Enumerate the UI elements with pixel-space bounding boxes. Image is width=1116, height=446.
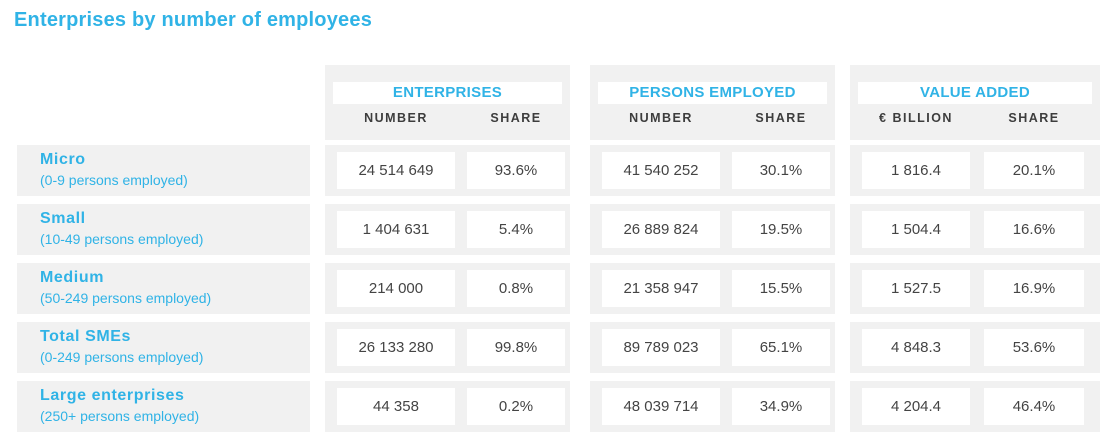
value-added-cell: 4 204.4 46.4% bbox=[850, 381, 1100, 432]
enterprises-number-value: 24 514 649 bbox=[337, 152, 455, 189]
value-added-share-value: 53.6% bbox=[984, 329, 1084, 366]
enterprises-number-value: 214 000 bbox=[337, 270, 455, 307]
persons-employed-share-value: 15.5% bbox=[732, 270, 830, 307]
row-label: Total SMEs bbox=[40, 328, 132, 345]
column-headers-persons-employed: NUMBER SHARE bbox=[590, 111, 835, 125]
table-row: Medium (50-249 persons employed) 214 000… bbox=[0, 263, 1116, 314]
page-title: Enterprises by number of employees bbox=[14, 9, 373, 31]
value-added-cell: 1 816.4 20.1% bbox=[850, 145, 1100, 196]
value-added-cell: 1 504.4 16.6% bbox=[850, 204, 1100, 255]
persons-employed-number-value: 26 889 824 bbox=[602, 211, 720, 248]
enterprises-share-value: 99.8% bbox=[467, 329, 565, 366]
enterprises-cell: 214 000 0.8% bbox=[325, 263, 570, 314]
row-label: Small bbox=[40, 210, 86, 227]
persons-employed-cell: 26 889 824 19.5% bbox=[590, 204, 835, 255]
enterprises-share-value: 5.4% bbox=[467, 211, 565, 248]
row-label-cell: Total SMEs (0-249 persons employed) bbox=[17, 322, 310, 373]
enterprises-cell: 44 358 0.2% bbox=[325, 381, 570, 432]
enterprises-number-value: 26 133 280 bbox=[337, 329, 455, 366]
row-label: Large enterprises bbox=[40, 387, 185, 404]
value-added-share-value: 16.9% bbox=[984, 270, 1084, 307]
enterprises-share-value: 0.8% bbox=[467, 270, 565, 307]
row-label-cell: Large enterprises (250+ persons employed… bbox=[17, 381, 310, 432]
row-sublabel: (50-249 persons employed) bbox=[40, 290, 212, 306]
value-added-billion-value: 1 527.5 bbox=[862, 270, 970, 307]
column-header-number: NUMBER bbox=[364, 111, 428, 125]
value-added-billion-value: 4 848.3 bbox=[862, 329, 970, 366]
value-added-billion-value: 1 504.4 bbox=[862, 211, 970, 248]
table-row: Small (10-49 persons employed) 1 404 631… bbox=[0, 204, 1116, 255]
table-row: Large enterprises (250+ persons employed… bbox=[0, 381, 1116, 432]
row-label: Micro bbox=[40, 151, 86, 168]
enterprises-cell: 26 133 280 99.8% bbox=[325, 322, 570, 373]
persons-employed-cell: 21 358 947 15.5% bbox=[590, 263, 835, 314]
persons-employed-number-value: 41 540 252 bbox=[602, 152, 720, 189]
group-title-value-added: VALUE ADDED bbox=[858, 82, 1092, 104]
persons-employed-number-value: 48 039 714 bbox=[602, 388, 720, 425]
column-header-eur-billion: € BILLION bbox=[879, 111, 953, 125]
group-header-value-added: VALUE ADDED € BILLION SHARE bbox=[850, 65, 1100, 140]
enterprises-number-value: 1 404 631 bbox=[337, 211, 455, 248]
value-added-share-value: 16.6% bbox=[984, 211, 1084, 248]
table-body: Micro (0-9 persons employed) 24 514 649 … bbox=[0, 145, 1116, 432]
column-headers-value-added: € BILLION SHARE bbox=[850, 111, 1100, 125]
column-header-share: SHARE bbox=[1008, 111, 1060, 125]
row-label-cell: Small (10-49 persons employed) bbox=[17, 204, 310, 255]
persons-employed-number-value: 21 358 947 bbox=[602, 270, 720, 307]
persons-employed-cell: 41 540 252 30.1% bbox=[590, 145, 835, 196]
row-label-cell: Micro (0-9 persons employed) bbox=[17, 145, 310, 196]
label-column-spacer bbox=[17, 65, 310, 140]
persons-employed-share-value: 65.1% bbox=[732, 329, 830, 366]
value-added-cell: 1 527.5 16.9% bbox=[850, 263, 1100, 314]
persons-employed-share-value: 30.1% bbox=[732, 152, 830, 189]
persons-employed-cell: 89 789 023 65.1% bbox=[590, 322, 835, 373]
row-sublabel: (0-249 persons employed) bbox=[40, 349, 204, 365]
row-sublabel: (250+ persons employed) bbox=[40, 408, 200, 424]
column-header-share: SHARE bbox=[490, 111, 542, 125]
persons-employed-share-value: 34.9% bbox=[732, 388, 830, 425]
value-added-cell: 4 848.3 53.6% bbox=[850, 322, 1100, 373]
enterprises-number-value: 44 358 bbox=[337, 388, 455, 425]
group-title-persons-employed: PERSONS EMPLOYED bbox=[598, 82, 827, 104]
table-row: Total SMEs (0-249 persons employed) 26 1… bbox=[0, 322, 1116, 373]
persons-employed-share-value: 19.5% bbox=[732, 211, 830, 248]
row-sublabel: (10-49 persons employed) bbox=[40, 231, 204, 247]
persons-employed-cell: 48 039 714 34.9% bbox=[590, 381, 835, 432]
enterprises-share-value: 0.2% bbox=[467, 388, 565, 425]
enterprises-share-value: 93.6% bbox=[467, 152, 565, 189]
column-headers-enterprises: NUMBER SHARE bbox=[325, 111, 570, 125]
table-row: Micro (0-9 persons employed) 24 514 649 … bbox=[0, 145, 1116, 196]
row-sublabel: (0-9 persons employed) bbox=[40, 172, 188, 188]
group-header-enterprises: ENTERPRISES NUMBER SHARE bbox=[325, 65, 570, 140]
value-added-billion-value: 1 816.4 bbox=[862, 152, 970, 189]
column-header-number: NUMBER bbox=[629, 111, 693, 125]
persons-employed-number-value: 89 789 023 bbox=[602, 329, 720, 366]
value-added-share-value: 46.4% bbox=[984, 388, 1084, 425]
row-label: Medium bbox=[40, 269, 105, 286]
enterprises-cell: 24 514 649 93.6% bbox=[325, 145, 570, 196]
value-added-billion-value: 4 204.4 bbox=[862, 388, 970, 425]
column-header-share: SHARE bbox=[755, 111, 807, 125]
value-added-share-value: 20.1% bbox=[984, 152, 1084, 189]
group-header-persons-employed: PERSONS EMPLOYED NUMBER SHARE bbox=[590, 65, 835, 140]
row-label-cell: Medium (50-249 persons employed) bbox=[17, 263, 310, 314]
group-title-enterprises: ENTERPRISES bbox=[333, 82, 562, 104]
enterprises-cell: 1 404 631 5.4% bbox=[325, 204, 570, 255]
table-header: ENTERPRISES NUMBER SHARE PERSONS EMPLOYE… bbox=[0, 65, 1116, 140]
